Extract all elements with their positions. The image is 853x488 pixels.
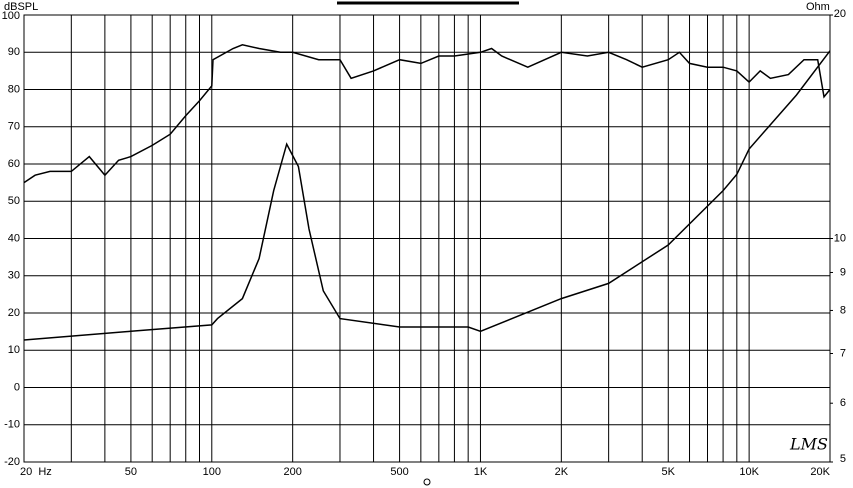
x-tick-label: 5K [662, 466, 676, 478]
series-line [23, 50, 831, 341]
y2-tick-label: 20 [834, 8, 846, 20]
y-tick-label: 70 [8, 121, 20, 133]
y2-tick-label: 10 [834, 232, 846, 244]
y2-tick-label: 9 [840, 266, 846, 278]
y2-tick-label: 5 [840, 453, 846, 465]
x-tick-label: 10K [739, 466, 759, 478]
x-tick-label: 1K [474, 466, 488, 478]
y2-tick-label: 6 [840, 397, 846, 409]
y2-axis-label: Ohm [806, 1, 830, 13]
y2-tick-label: 7 [840, 347, 846, 359]
series-line [23, 44, 831, 184]
marker [423, 478, 431, 486]
y-tick-label: 40 [8, 232, 20, 244]
y-tick-label: 50 [8, 195, 20, 207]
x-tick-label: 50 [125, 466, 137, 478]
x-tick-label: 2K [555, 466, 569, 478]
y-tick-label: 90 [8, 46, 20, 58]
x-tick-label: 100 [203, 466, 221, 478]
y-axis-label: dBSPL [4, 1, 38, 13]
y2-tick-label: 8 [840, 304, 846, 316]
y-tick-label: -20 [4, 456, 20, 468]
y-tick-label: 30 [8, 270, 20, 282]
y-tick-label: 20 [8, 307, 20, 319]
y-tick-label: 0 [14, 381, 20, 393]
y-tick-label: -10 [4, 419, 20, 431]
y-tick-label: 80 [8, 83, 20, 95]
plot-frame [23, 14, 831, 463]
y-tick-label: 100 [2, 10, 20, 22]
y-tick-label: 60 [8, 158, 20, 170]
x-tick-label: 20K [810, 466, 830, 478]
x-tick-label: 20 Hz [20, 466, 52, 478]
x-tick-label: 200 [283, 466, 301, 478]
x-tick-label: 500 [390, 466, 408, 478]
y-tick-label: 10 [8, 344, 20, 356]
watermark: LMS [789, 435, 828, 454]
